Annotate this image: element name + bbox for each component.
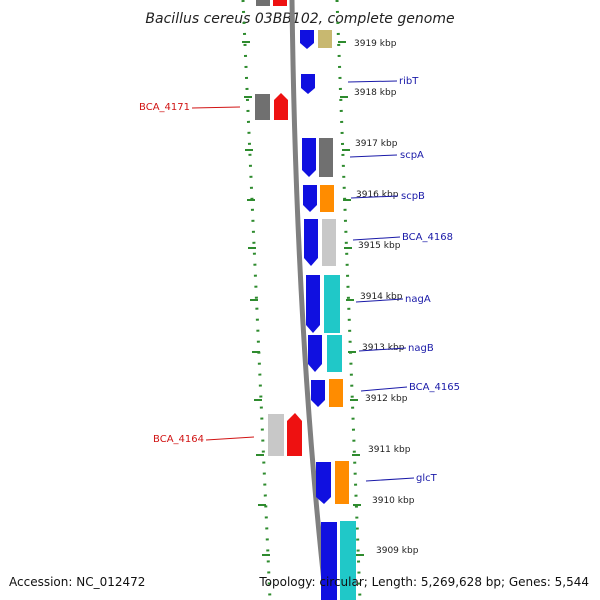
forward-strand-genes [300,30,356,600]
tick-label: 3915 kbp [358,241,401,251]
gene-label-bca4168: BCA_4168 [402,232,453,243]
gene-label-glct: glcT [416,473,438,484]
gene-label-naga: nagA [405,294,431,305]
ring-boundaries [241,0,362,600]
accession-text: Accession: NC_012472 [9,575,145,589]
tick-label: 3910 kbp [372,496,415,506]
tick-label: 3912 kbp [365,394,408,404]
gene-blue-glct [316,462,331,504]
gene-label-nagb: nagB [408,343,434,354]
gene-cyan-naga [324,275,340,333]
gene-grey-bca4163 [268,414,284,456]
outer-ring-left [241,0,272,600]
tick-labels: 3919 kbp 3918 kbp 3917 kbp 3916 kbp 3915… [354,39,419,556]
gene-blue-bottom [321,522,337,600]
gene-grey-bca4172 [255,94,270,120]
label-leaders [191,80,415,482]
reverse-strand-genes [255,0,302,456]
gene-cyan-bottom [340,521,356,600]
gene-orange-bca4165 [329,379,343,407]
tick-label: 3916 kbp [356,190,399,200]
gene-blue-nagb [308,335,322,372]
topology-text: Topology: circular; Length: 5,269,628 bp… [258,575,589,589]
gene-cyan-nagb [327,335,342,372]
genome-title: Bacillus cereus 03BB102, complete genome [145,11,454,27]
gene-blue-top [300,30,314,49]
tick-label: 3918 kbp [354,88,397,98]
gene-label-bca4165: BCA_4165 [409,382,460,393]
ring-ticks [242,41,364,556]
gene-red-top [273,0,287,6]
tick-label: 3909 kbp [376,546,419,556]
outer-ring-right [335,0,362,600]
gene-grey-scpa [319,138,333,177]
gene-labels: ribT scpA scpB BCA_4168 nagA nagB BCA_41… [139,76,460,484]
gene-blue-scpb [303,185,317,212]
gene-grey-bca4168 [322,219,336,266]
gene-khaki-top [318,30,332,48]
gene-blue-ribt [301,74,315,94]
gene-red-bca4171 [274,93,288,120]
gene-blue-bca4165 [311,380,325,407]
gene-orange-scpb [320,185,334,212]
gene-grey-top [256,0,270,6]
gene-label-bca4171: BCA_4171 [139,102,190,113]
tick-label: 3919 kbp [354,39,397,49]
gene-label-ribt: ribT [399,76,419,87]
gene-red-bca4164 [287,413,302,456]
gene-blue-bca4168 [304,219,318,266]
gene-label-scpa: scpA [400,150,424,161]
gene-blue-scpa [302,138,316,177]
tick-label: 3914 kbp [360,292,403,302]
tick-label: 3911 kbp [368,445,411,455]
tick-label: 3917 kbp [355,139,398,149]
genome-backbone [289,0,329,600]
gene-label-scpb: scpB [401,191,425,202]
gene-blue-naga [306,275,320,333]
gene-label-bca4164: BCA_4164 [153,434,204,445]
tick-label: 3913 kbp [362,343,405,353]
gene-orange-glct [335,461,349,504]
